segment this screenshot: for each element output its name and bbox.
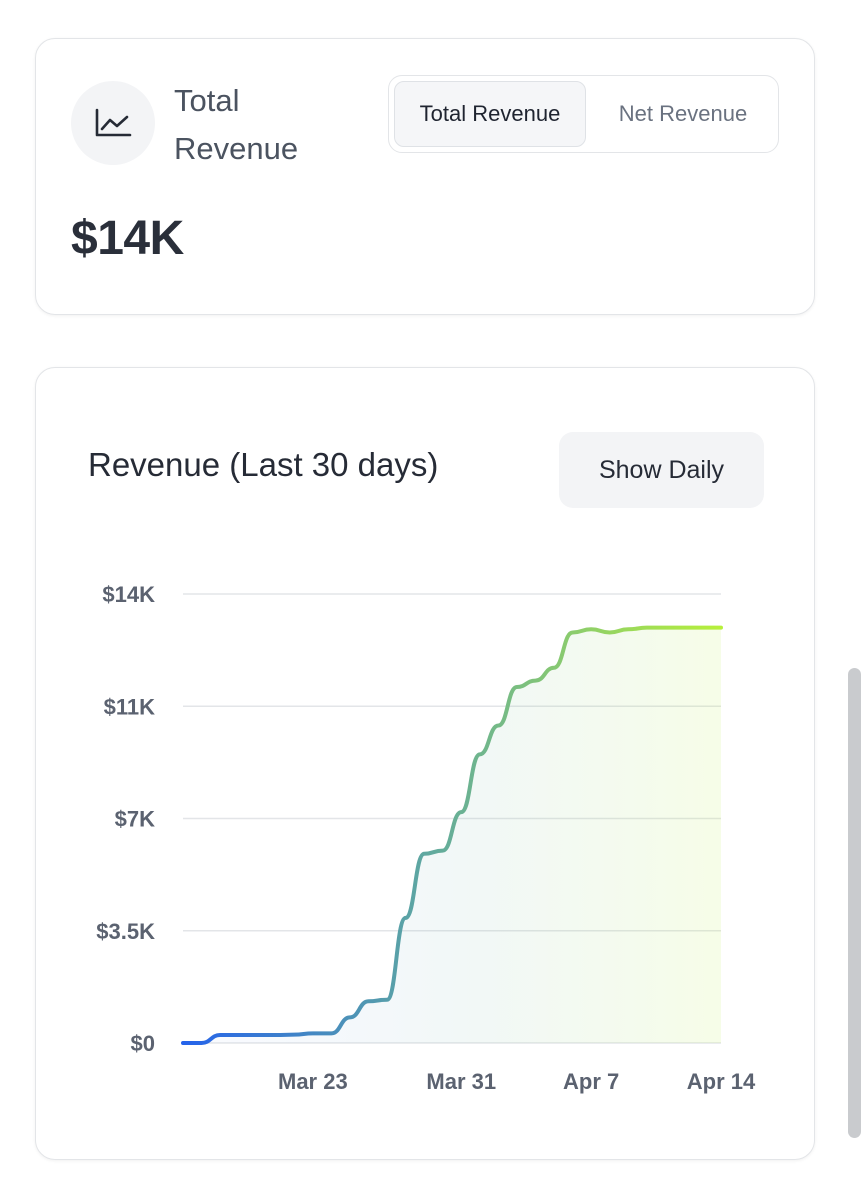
total-revenue-card: Total Revenue $14K Total Revenue Net Rev… [35, 38, 815, 315]
revenue-chart-card: Revenue (Last 30 days) Show Daily $0 $3.5… [35, 367, 815, 1160]
summary-title-line1: Total [174, 83, 240, 118]
scrollbar[interactable] [848, 668, 861, 1138]
x-tick-label-0: Mar 23 [278, 1069, 348, 1094]
y-tick-label-3: $11K [104, 694, 155, 719]
chart-title: Revenue (Last 30 days) [88, 446, 439, 483]
y-tick-label-2: $7K [115, 807, 155, 832]
summary-value: $14K [71, 212, 184, 265]
show-daily-button[interactable]: Show Daily [559, 432, 764, 508]
line-chart-icon [71, 81, 155, 165]
y-tick-label-4: $14K [102, 582, 155, 607]
revenue-type-toggle: Total Revenue Net Revenue [388, 75, 779, 153]
revenue-line [181, 625, 723, 1045]
summary-title: Total Revenue [174, 77, 334, 173]
summary-title-line2: Revenue [174, 131, 299, 166]
y-tick-label-1: $3.5K [96, 919, 155, 944]
x-tick-label-1: Mar 31 [426, 1069, 496, 1094]
net-revenue-tab[interactable]: Net Revenue [618, 101, 748, 126]
y-tick-label-0: $0 [131, 1031, 155, 1056]
x-tick-label-2: Apr 7 [563, 1069, 619, 1094]
revenue-chart: $0 $3.5K $7K $11K $14K Mar 23 Mar 31 Apr 7 Apr 1… [96, 582, 756, 1094]
x-tick-label-3: Apr 14 [687, 1069, 756, 1094]
total-revenue-tab[interactable]: Total Revenue [394, 81, 586, 147]
